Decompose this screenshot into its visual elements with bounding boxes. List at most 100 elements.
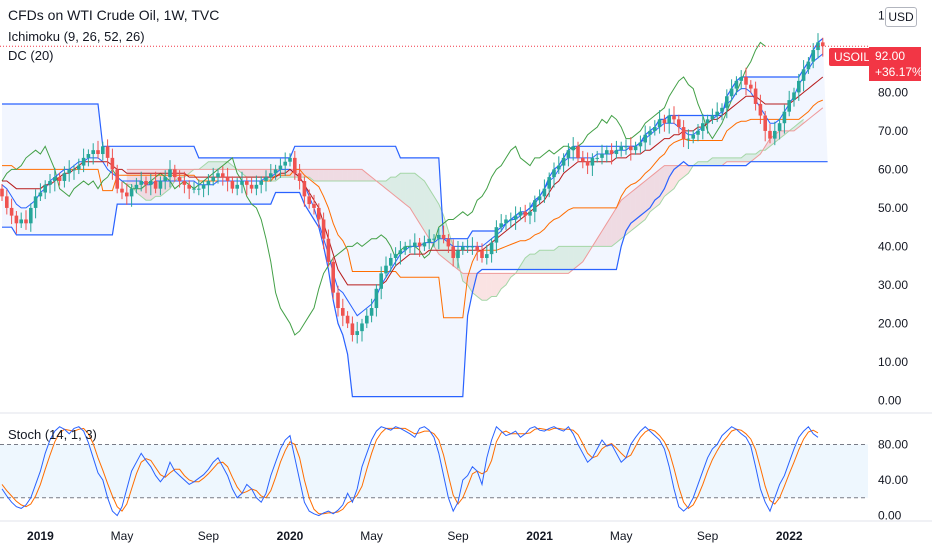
currency-badge[interactable]: USD — [885, 7, 917, 27]
candle-body — [701, 123, 705, 131]
price-axis-label: 40.00 — [878, 239, 908, 253]
kumo-segment — [664, 165, 670, 197]
candle-body — [710, 115, 715, 120]
price-axis-label: 80.00 — [878, 85, 908, 99]
candle-body — [139, 180, 143, 185]
candle-body — [749, 84, 753, 89]
last-price-box: 92.00 +36.17% — [869, 47, 923, 81]
kumo-segment — [256, 169, 262, 178]
kumo-segment — [616, 200, 622, 243]
candle-body — [427, 238, 431, 243]
kumo-segment — [136, 169, 142, 197]
candle-body — [269, 173, 273, 178]
kumo-segment — [405, 173, 410, 208]
candle-body — [614, 150, 619, 155]
kumo-segment — [491, 273, 497, 297]
candle-body — [629, 146, 633, 151]
candle-body — [648, 130, 652, 135]
candle-body — [211, 177, 215, 181]
candle-body — [110, 157, 115, 170]
kumo-segment — [314, 169, 319, 181]
candle-body — [605, 150, 609, 155]
candle-body — [62, 173, 67, 181]
kumo-segment — [717, 157, 722, 166]
kumo-segment — [539, 250, 545, 274]
candle-body — [96, 150, 100, 155]
kumo-segment — [482, 273, 487, 301]
candle-body — [672, 115, 676, 120]
candle-body — [518, 211, 523, 216]
candle-body — [653, 127, 657, 131]
time-axis-label: 2022 — [776, 529, 803, 543]
donchian-legend[interactable]: DC (20) — [8, 48, 54, 63]
donchian-upper — [2, 38, 824, 240]
candle-body — [5, 196, 9, 208]
candle-body — [609, 150, 614, 155]
candle-body — [422, 242, 427, 247]
kumo-segment — [424, 180, 430, 239]
kumo-segment — [395, 173, 401, 201]
candle-body — [792, 92, 796, 101]
candle-body — [413, 242, 417, 247]
candle-body — [398, 250, 403, 255]
candle-body — [552, 169, 556, 178]
candle-body — [528, 211, 532, 216]
candle-body — [245, 180, 249, 185]
candle-body — [600, 154, 604, 158]
candle-body — [201, 184, 206, 189]
candle-body — [557, 165, 561, 170]
candle-body — [504, 219, 508, 224]
kumo-segment — [486, 273, 492, 301]
kumo-segment — [630, 188, 636, 232]
kumo-segment — [573, 246, 578, 270]
kumo-segment — [333, 169, 338, 181]
candle-body — [297, 173, 302, 181]
candle-body — [542, 188, 547, 197]
kumo-segment — [568, 246, 574, 274]
candle-body — [513, 215, 518, 220]
price-axis-label: 20.00 — [878, 316, 908, 330]
candle-body — [619, 146, 623, 151]
kumo-segment — [731, 157, 737, 162]
candle-body — [345, 315, 350, 324]
candle-body — [379, 273, 383, 289]
candle-body — [681, 127, 686, 139]
candle-body — [773, 130, 777, 139]
candle-body — [365, 315, 369, 324]
kumo-segment — [218, 161, 223, 170]
candle-body — [734, 80, 739, 89]
candle-body — [585, 161, 590, 166]
stoch-legend[interactable]: Stoch (14, 1, 3) — [8, 427, 97, 442]
kumo-segment — [318, 169, 324, 181]
ichimoku-legend[interactable]: Ichimoku (9, 26, 52, 26) — [8, 29, 145, 44]
candle-body — [638, 142, 643, 147]
candle-body — [451, 246, 455, 258]
time-axis-label: 2020 — [277, 529, 304, 543]
candle-body — [725, 96, 729, 108]
kumo-segment — [467, 273, 473, 293]
candle-body — [187, 184, 191, 189]
stoch-axis-label: 0.00 — [878, 509, 902, 523]
candle-body — [192, 188, 196, 190]
kumo-segment — [419, 177, 425, 232]
candle-body — [216, 173, 220, 178]
leading-span-a — [126, 119, 804, 301]
kumo-segment — [366, 173, 372, 181]
time-axis-label: Sep — [697, 529, 719, 543]
candle-body — [662, 119, 667, 124]
kumo-segment — [621, 196, 626, 239]
candle-body — [48, 180, 52, 185]
candle-body — [206, 180, 211, 185]
price-axis-label: 10.00 — [878, 355, 908, 369]
candle-body — [355, 331, 359, 335]
chart-title[interactable]: CFDs on WTI Crude Oil, 1W, TVC — [8, 7, 220, 23]
candle-body — [149, 180, 153, 185]
candle-body — [801, 69, 806, 81]
kumo-segment — [554, 246, 559, 274]
candle-body — [105, 146, 110, 158]
candle-body — [533, 200, 537, 212]
candle-body — [566, 150, 571, 158]
kumo-segment — [712, 157, 718, 166]
candle-body — [624, 146, 628, 148]
kumo-segment — [208, 161, 214, 170]
